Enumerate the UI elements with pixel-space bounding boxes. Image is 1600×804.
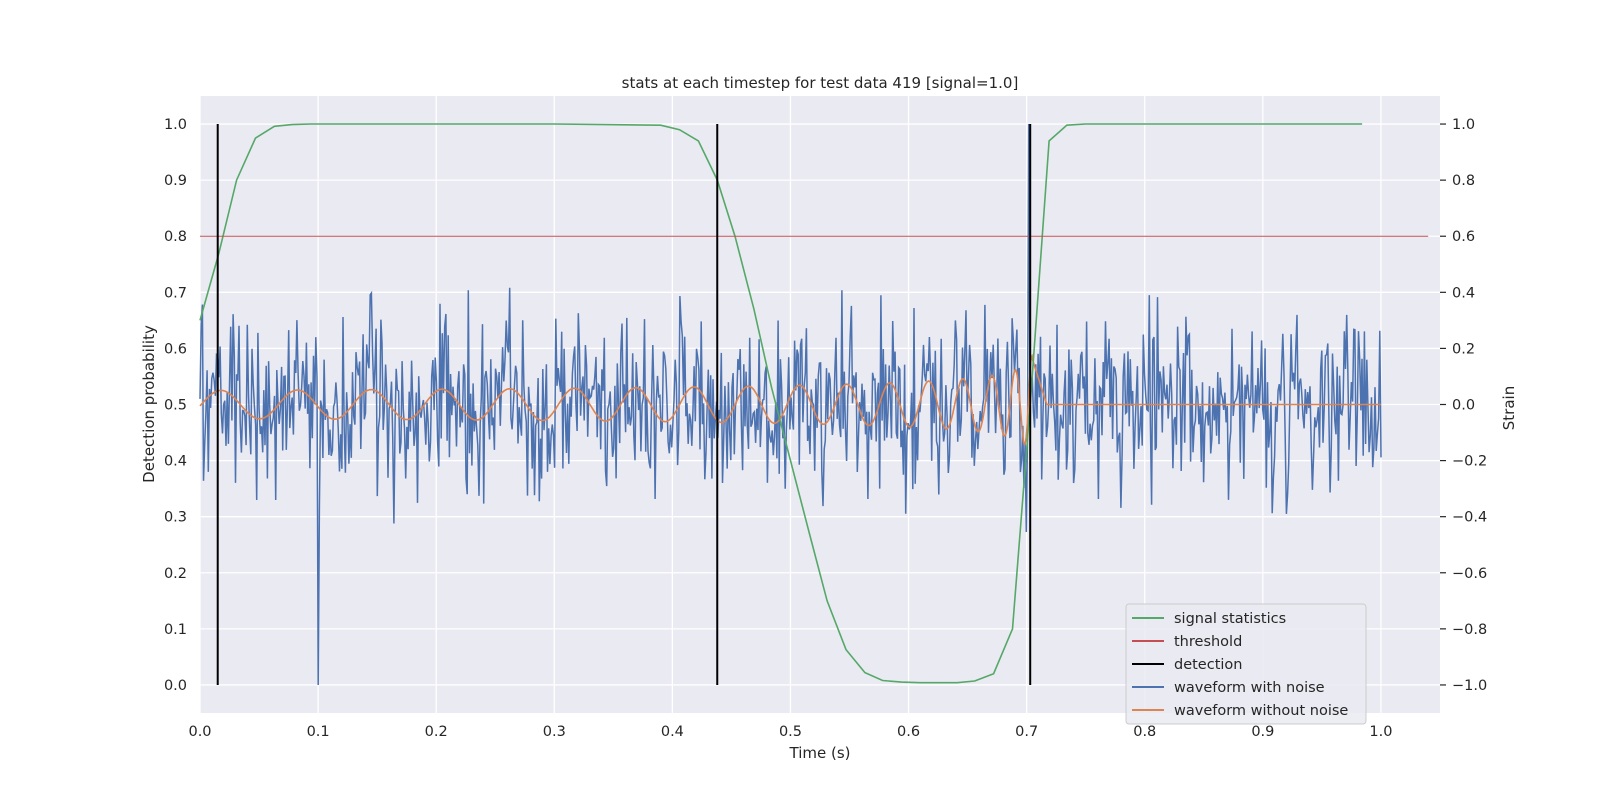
y-right-tick-label: 0.4 [1452,285,1475,301]
x-tick-label: 0.2 [425,724,448,740]
y-tick-label: 1.0 [164,117,187,133]
y-axis-ticks: 0.0 0.1 0.2 0.3 0.4 0.5 0.6 0.7 0.8 0.9 1.0 [164,117,187,694]
x-tick-label: 1.0 [1369,724,1392,740]
legend-label-noisy: waveform with noise [1174,680,1325,696]
x-tick-label: 0.6 [897,724,920,740]
x-tick-label: 0.0 [188,724,211,740]
y-tick-label: 0.6 [164,341,187,357]
series-line-clean [199,353,1381,446]
y-right-tick-label: −0.4 [1452,510,1487,526]
y-right-tick-label: 0.8 [1452,173,1475,189]
y-tick-label: 0.5 [164,398,187,414]
noisy-waveform-series [199,123,1382,686]
y-tick-label: 0.2 [164,566,187,582]
x-tick-label: 0.8 [1133,724,1156,740]
y-right-tick-label: 0.0 [1452,398,1475,414]
legend-label-threshold: threshold [1174,634,1242,650]
series-line-noisy [199,123,1382,686]
legend-label-detection: detection [1174,657,1242,673]
x-axis-ticks: 0.0 0.1 0.2 0.3 0.4 0.5 0.6 0.7 0.8 0.9 1.0 [188,724,1392,740]
y-right-axis-ticks: −1.0 −0.8 −0.6 −0.4 −0.2 0.0 0.2 0.4 0.6 0.8 1.0 [1440,117,1487,694]
legend-box [1125,603,1367,725]
y-right-axis-label: Strain [1500,386,1518,430]
y-tick-label: 0.7 [164,285,187,301]
x-tick-label: 0.5 [779,724,802,740]
y-right-tick-label: −0.8 [1452,622,1487,638]
y-tick-label: 0.8 [164,229,187,245]
chart-title: stats at each timestep for test data 419… [622,74,1019,92]
y-tick-label: 0.0 [164,678,187,694]
y-tick-label: 0.9 [164,173,187,189]
y-axis-label: Detection probability [140,325,158,483]
x-tick-label: 0.4 [661,724,684,740]
x-tick-label: 0.7 [1015,724,1038,740]
clean-waveform-series [199,353,1381,446]
y-tick-label: 0.4 [164,454,187,470]
y-right-tick-label: −1.0 [1452,678,1487,694]
detection-series [216,124,1032,685]
legend-label-clean: waveform without noise [1174,703,1348,719]
y-tick-label: 0.1 [164,622,187,638]
x-axis-label: Time (s) [789,744,851,762]
legend: signal statistics threshold detection wa… [1125,603,1367,725]
y-tick-label: 0.3 [164,510,187,526]
y-right-tick-label: 0.2 [1452,341,1475,357]
y-right-tick-label: 1.0 [1452,117,1475,133]
legend-label-signal: signal statistics [1174,611,1286,627]
x-tick-label: 0.9 [1251,724,1274,740]
y-right-tick-label: −0.2 [1452,454,1487,470]
x-tick-label: 0.1 [307,724,330,740]
y-right-tick-label: 0.6 [1452,229,1475,245]
y-right-tick-label: −0.6 [1452,566,1487,582]
x-tick-label: 0.3 [543,724,566,740]
